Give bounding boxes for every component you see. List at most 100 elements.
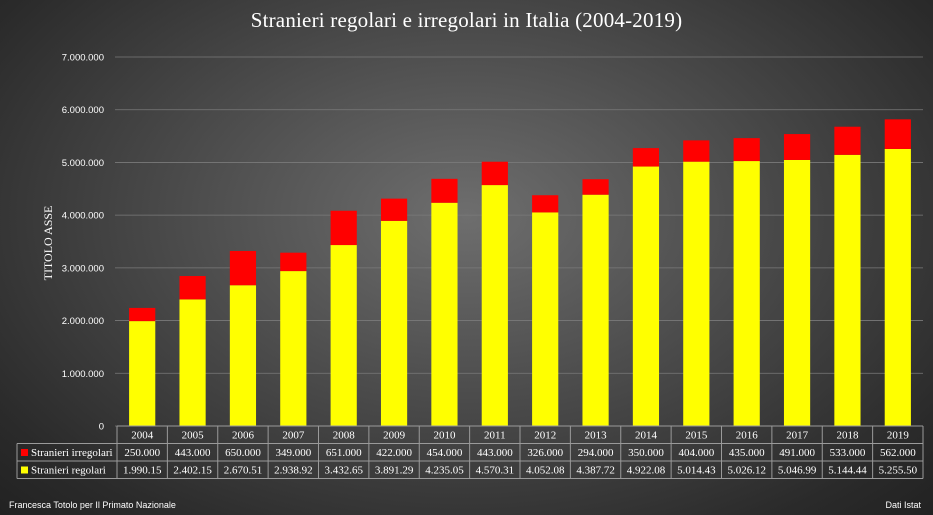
bar-irregolari-2011: [481, 161, 508, 186]
bar-regolari-2014: [632, 166, 660, 426]
bar-regolari-2016: [733, 161, 760, 426]
data-label: 422.000: [376, 447, 412, 459]
bars: [129, 119, 911, 426]
y-tick-label: 1.000.000: [62, 369, 104, 380]
bar-irregolari-2017: [783, 134, 811, 160]
bar-irregolari-2012: [532, 195, 559, 213]
bar-regolari-2010: [431, 202, 458, 426]
data-label: 4.235.05: [425, 465, 464, 477]
data-label: 651.000: [326, 447, 362, 459]
data-label: 1.990.15: [123, 465, 162, 477]
footer-credit: Francesca Totolo per Il Primato Nazional…: [9, 500, 176, 510]
y-tick-label: 6.000.000: [62, 105, 104, 116]
bar-regolari-2019: [884, 148, 911, 426]
bar-regolari-2018: [834, 154, 861, 426]
bar-regolari-2006: [229, 285, 257, 426]
legend-key: [21, 449, 28, 456]
y-axis-label: TITOLO ASSE: [41, 206, 55, 281]
bar-regolari-2004: [129, 321, 156, 426]
x-tick-label: 2014: [635, 430, 658, 442]
bar-irregolari-2008: [330, 210, 357, 246]
bar-regolari-2013: [582, 194, 609, 426]
bar-irregolari-2005: [179, 276, 206, 300]
data-label: 3.432.65: [324, 465, 363, 477]
legend-entry: Stranieri irregolari: [31, 447, 113, 459]
x-tick-label: 2019: [887, 430, 910, 442]
data-table: 2004 2005 2006 2007 2008 2009 2010 2011 2012 2013…: [16, 425, 924, 479]
data-label: 349.000: [275, 447, 311, 459]
bar-irregolari-2010: [431, 178, 458, 203]
y-tick-label: 4.000.000: [62, 211, 104, 222]
x-tick-label: 2007: [282, 430, 305, 442]
bar-irregolari-2014: [632, 148, 660, 167]
bar-regolari-2011: [481, 185, 508, 426]
data-label: 4.570.31: [476, 465, 515, 477]
y-tick-label: 7.000.000: [62, 53, 104, 64]
data-label: 435.000: [729, 447, 765, 459]
data-label: 5.046.99: [778, 465, 817, 477]
data-label: 3.891.29: [375, 465, 414, 477]
bar-regolari-2009: [380, 220, 408, 426]
chart-title: Stranieri regolari e irregolari in Itali…: [250, 8, 683, 32]
data-label: 2.402.15: [173, 465, 212, 477]
bar-regolari-2015: [683, 161, 710, 426]
x-tick-label: 2010: [433, 430, 456, 442]
data-label: 491.000: [779, 447, 815, 459]
x-tick-label: 2017: [786, 430, 809, 442]
data-label: 4.922.08: [627, 465, 666, 477]
x-tick-label: 2005: [182, 430, 205, 442]
x-tick-label: 2011: [484, 430, 506, 442]
bar-irregolari-2015: [683, 140, 710, 162]
data-label: 5.026.12: [727, 465, 766, 477]
x-tick-label: 2008: [333, 430, 356, 442]
legend-key: [21, 466, 28, 474]
data-label: 350.000: [628, 447, 664, 459]
data-label: 650.000: [225, 447, 261, 459]
data-label: 2.670.51: [224, 465, 263, 477]
bar-regolari-2012: [532, 212, 559, 426]
bar-regolari-2005: [179, 299, 206, 426]
y-tick-label: 0: [99, 422, 104, 433]
data-label: 5.014.43: [677, 465, 716, 477]
x-tick-label: 2012: [534, 430, 556, 442]
y-tick-label: 2.000.000: [62, 316, 104, 327]
data-label: 404.000: [678, 447, 714, 459]
bar-irregolari-2019: [884, 119, 911, 149]
data-label: 454.000: [427, 447, 463, 459]
y-tick-label: 3.000.000: [62, 263, 104, 274]
bar-irregolari-2016: [733, 138, 760, 162]
data-label: 443.000: [175, 447, 211, 459]
x-tick-label: 2018: [836, 430, 859, 442]
footer-source: Dati Istat: [885, 500, 921, 510]
data-label: 5.144.44: [828, 465, 867, 477]
y-tick-label: 5.000.000: [62, 158, 104, 169]
data-label: 4.387.72: [576, 465, 615, 477]
x-tick-label: 2015: [685, 430, 708, 442]
bar-irregolari-2018: [834, 126, 861, 155]
bar-irregolari-2004: [129, 307, 156, 322]
x-tick-label: 2004: [131, 430, 154, 442]
data-label: 4.052.08: [526, 465, 565, 477]
data-label: 294.000: [578, 447, 614, 459]
data-label: 5.255.50: [879, 465, 918, 477]
x-tick-label: 2006: [232, 430, 255, 442]
data-label: 250.000: [124, 447, 160, 459]
bar-irregolari-2006: [229, 250, 257, 286]
x-tick-label: 2009: [383, 430, 406, 442]
data-label: 443.000: [477, 447, 513, 459]
bar-irregolari-2007: [280, 252, 307, 272]
data-label: 2.938.92: [274, 465, 313, 477]
data-label: 533.000: [830, 447, 866, 459]
y-axis-ticks: 0 1.000.000 2.000.000 3.000.000 4.000.000 5.0…: [62, 53, 104, 433]
legend-entry: Stranieri regolari: [31, 465, 106, 477]
bar-irregolari-2009: [380, 198, 408, 221]
bar-regolari-2008: [330, 245, 357, 426]
bar-irregolari-2013: [582, 179, 609, 195]
x-tick-label: 2013: [585, 430, 608, 442]
data-label: 562.000: [880, 447, 916, 459]
bar-regolari-2017: [783, 159, 811, 426]
x-tick-label: 2016: [736, 430, 759, 442]
bar-regolari-2007: [280, 271, 307, 426]
data-label: 326.000: [527, 447, 563, 459]
